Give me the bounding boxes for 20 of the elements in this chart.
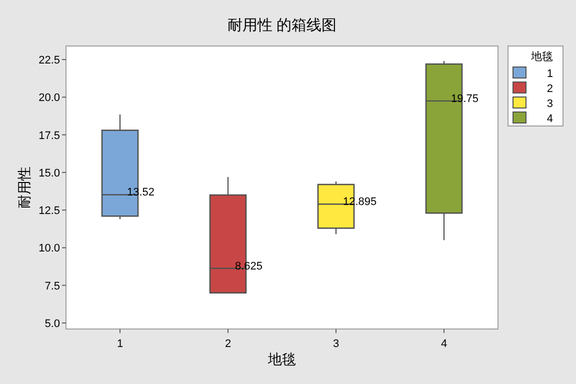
legend-label: 1 (546, 68, 553, 80)
legend-label: 3 (546, 98, 553, 110)
y-tick-label: 20.0 (38, 92, 60, 104)
x-tick-label: 4 (440, 338, 448, 350)
y-tick-label: 12.5 (38, 205, 60, 218)
y-tick-label: 17.5 (38, 130, 60, 142)
y-tick-label: 22.5 (38, 54, 60, 67)
x-tick-label: 2 (224, 338, 232, 350)
legend-title: 地毯 (530, 50, 553, 63)
y-tick-label: 15.0 (38, 167, 60, 180)
legend-label: 4 (546, 113, 553, 125)
y-axis-title: 耐用性 (16, 166, 32, 208)
x-tick-label: 1 (116, 338, 124, 350)
legend-label: 2 (546, 83, 553, 95)
y-tick-label: 5.0 (44, 318, 60, 330)
y-tick-label: 7.5 (44, 280, 60, 292)
y-tick-label: 10.0 (38, 242, 60, 255)
chart-title: 耐用性 的箱线图 (227, 17, 337, 34)
x-tick-label: 3 (332, 338, 340, 350)
x-axis-title: 地毯 (267, 351, 296, 367)
